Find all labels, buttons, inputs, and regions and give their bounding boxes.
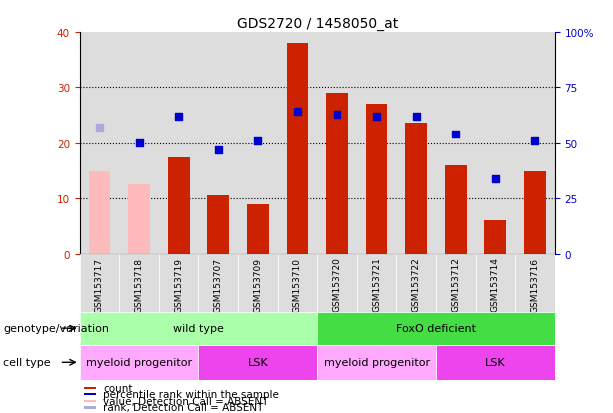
Bar xyxy=(397,33,436,254)
Bar xyxy=(84,400,96,402)
Bar xyxy=(357,33,397,254)
Bar xyxy=(357,254,397,312)
Bar xyxy=(484,221,506,254)
Bar xyxy=(436,345,555,380)
Point xyxy=(530,138,540,145)
Point xyxy=(332,112,342,118)
Text: GSM153714: GSM153714 xyxy=(491,257,500,312)
Bar xyxy=(318,254,357,312)
Point xyxy=(371,114,381,120)
Bar xyxy=(405,124,427,254)
Bar xyxy=(120,254,159,312)
Text: GSM153718: GSM153718 xyxy=(135,257,143,312)
Point xyxy=(94,125,104,131)
Bar xyxy=(80,312,318,345)
Point xyxy=(134,140,144,147)
Bar xyxy=(326,94,348,254)
Bar xyxy=(120,33,159,254)
Bar xyxy=(278,33,318,254)
Text: wild type: wild type xyxy=(173,323,224,333)
Bar xyxy=(278,254,318,312)
Text: genotype/variation: genotype/variation xyxy=(3,323,109,333)
Bar xyxy=(84,387,96,389)
Bar xyxy=(207,196,229,254)
Point xyxy=(213,147,223,154)
Bar xyxy=(84,406,96,408)
Text: percentile rank within the sample: percentile rank within the sample xyxy=(103,389,279,399)
Text: GSM153720: GSM153720 xyxy=(332,257,341,312)
Text: value, Detection Call = ABSENT: value, Detection Call = ABSENT xyxy=(103,396,268,406)
Text: GSM153716: GSM153716 xyxy=(530,257,539,312)
Text: myeloid progenitor: myeloid progenitor xyxy=(324,357,430,368)
Text: cell type: cell type xyxy=(3,357,51,368)
Bar xyxy=(199,33,238,254)
Bar xyxy=(476,254,515,312)
Point xyxy=(253,138,263,145)
Bar xyxy=(80,33,120,254)
Bar xyxy=(159,33,199,254)
Bar xyxy=(199,254,238,312)
Bar xyxy=(89,171,110,254)
Bar xyxy=(168,157,189,254)
Bar xyxy=(286,44,308,254)
Bar xyxy=(247,204,268,254)
Bar xyxy=(318,33,357,254)
Bar xyxy=(515,254,555,312)
Bar xyxy=(84,394,96,396)
Bar xyxy=(318,312,555,345)
Bar xyxy=(128,185,150,254)
Bar xyxy=(199,345,318,380)
Bar xyxy=(515,33,555,254)
Text: GSM153709: GSM153709 xyxy=(253,257,262,312)
Bar xyxy=(80,345,199,380)
Point xyxy=(292,109,302,116)
Bar xyxy=(524,171,546,254)
Point xyxy=(490,176,500,182)
Bar xyxy=(366,105,387,254)
Bar xyxy=(397,254,436,312)
Text: myeloid progenitor: myeloid progenitor xyxy=(86,357,192,368)
Text: FoxO deficient: FoxO deficient xyxy=(396,323,476,333)
Bar xyxy=(436,254,476,312)
Bar xyxy=(80,254,120,312)
Point xyxy=(411,114,421,120)
Text: rank, Detection Call = ABSENT: rank, Detection Call = ABSENT xyxy=(103,403,264,413)
Bar xyxy=(476,33,515,254)
Bar xyxy=(159,254,199,312)
Text: GSM153721: GSM153721 xyxy=(372,257,381,312)
Point xyxy=(451,131,461,138)
Bar xyxy=(445,166,466,254)
Bar xyxy=(238,33,278,254)
Text: GSM153710: GSM153710 xyxy=(293,257,302,312)
Text: GSM153717: GSM153717 xyxy=(95,257,104,312)
Title: GDS2720 / 1458050_at: GDS2720 / 1458050_at xyxy=(237,17,398,31)
Bar xyxy=(238,254,278,312)
Text: GSM153712: GSM153712 xyxy=(451,257,460,312)
Text: LSK: LSK xyxy=(248,357,268,368)
Text: GSM153707: GSM153707 xyxy=(214,257,223,312)
Point xyxy=(173,114,183,120)
Text: GSM153722: GSM153722 xyxy=(412,257,421,311)
Bar xyxy=(436,33,476,254)
Bar xyxy=(318,345,436,380)
Text: GSM153719: GSM153719 xyxy=(174,257,183,312)
Text: LSK: LSK xyxy=(485,357,506,368)
Text: count: count xyxy=(103,383,133,393)
